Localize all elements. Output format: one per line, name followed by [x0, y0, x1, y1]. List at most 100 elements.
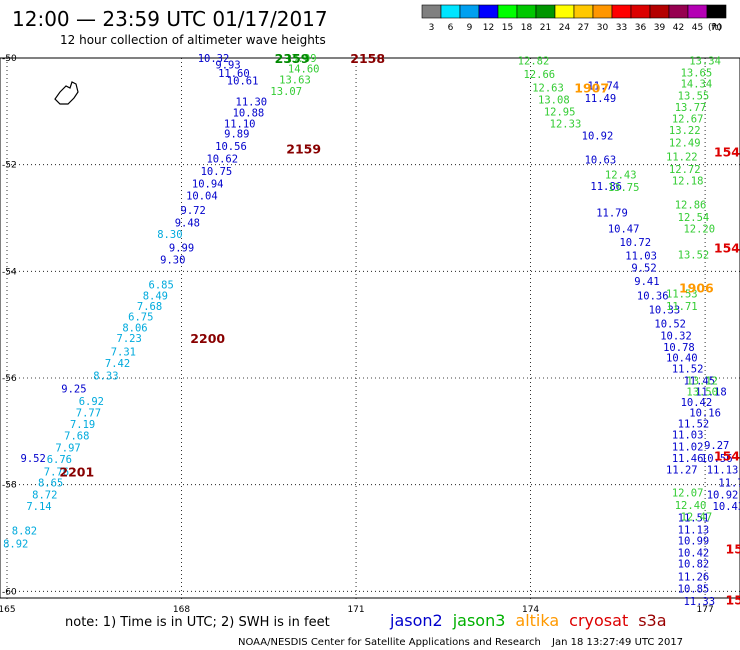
y-tick-label: -54 [2, 267, 17, 277]
data-point-jason2: 11.03 [672, 430, 704, 442]
satellite-label: altika [515, 611, 559, 630]
data-point-jason2: 9.93 [215, 59, 240, 71]
data-point-jason2-light: 8.92 [3, 538, 28, 550]
axes: 165 168 171 174 177 -50 -52 -54 -56 -58 -60 [0, 54, 714, 615]
data-point-jason2: 11.49 [585, 93, 617, 105]
legend-swatch [649, 4, 670, 19]
data-point-jason2: 10.47 [608, 224, 640, 236]
data-point-jason2: 10.32 [198, 53, 230, 65]
data-point-jason3: 12.66 [523, 69, 555, 81]
data-point-jason3: 12.40 [675, 500, 707, 512]
data-point-jason2: 10.63 [585, 154, 617, 166]
satellite-label: cryosat [569, 611, 628, 630]
data-point-jason2: 9.30 [160, 255, 185, 267]
data-point-jason2: 11.13 [707, 465, 739, 477]
data-point-jason2: 10.78 [663, 342, 695, 354]
data-point-jason2-light: 8.65 [38, 478, 63, 490]
data-point-jason2-light: 7.42 [105, 358, 130, 370]
data-point-jason2-light: 8.49 [143, 290, 168, 302]
satellite-label: jason2 [389, 611, 443, 630]
data-point-jason2: 9.27 [704, 440, 729, 452]
data-point-jason2-light: 8.82 [12, 526, 37, 538]
data-point-jason2: 11.26 [678, 571, 710, 583]
legend-label: 27 [578, 23, 589, 33]
time-labels: 2359 2158 2159 2200 2201 1907 1542 1542 1906 1541… [59, 51, 740, 607]
satellite-legend: jason2 jason3 altika cryosat s3a [389, 611, 667, 630]
legend-swatch [497, 4, 518, 19]
x-tick-label: 174 [522, 605, 539, 615]
data-point-jason2: 10.62 [206, 153, 238, 165]
legend-swatch [516, 4, 537, 19]
data-point-jason2: 9.25 [61, 384, 86, 396]
data-point-jason3: 11.53 [666, 289, 698, 301]
data-point-jason2: 11.27 [666, 465, 698, 477]
legend-swatch [459, 4, 480, 19]
legend-label: 36 [635, 23, 647, 33]
legend-swatch [592, 4, 613, 19]
data-point-jason3: 12.47 [681, 512, 713, 524]
data-point-jason2: 11.52 [678, 418, 710, 430]
legend-label: 39 [654, 23, 666, 33]
time-label: 1907 [574, 80, 609, 95]
data-point-jason2: 10.82 [678, 559, 710, 571]
data-point-jason2: 9.99 [169, 242, 194, 254]
legend-unit: (ft) [708, 23, 722, 33]
data-point-jason3: 13.52 [678, 249, 710, 261]
data-point-jason3: 11.71 [666, 301, 698, 313]
data-point-jason2: 11.51 [678, 513, 710, 525]
data-point-jason2: 11.79 [596, 208, 628, 220]
data-point-jason2-light: 7.68 [64, 431, 89, 443]
data-point-jason3: 13.12 [686, 376, 718, 388]
legend-swatch [554, 4, 575, 19]
data-point-jason3: 14.60 [288, 64, 320, 76]
data-point-jason2: 10.16 [689, 408, 721, 420]
data-point-jason2-light: 8.30 [157, 229, 182, 241]
data-point-jason2: 11.86 [590, 181, 622, 193]
legend-swatch [611, 4, 632, 19]
data-point-jason2: 11.18 [695, 386, 727, 398]
data-point-jason2-light: 7.14 [26, 501, 51, 513]
data-point-jason2-light: 7.77 [76, 408, 101, 420]
data-point-jason2: 9.41 [634, 276, 659, 288]
legend-label: 70 [711, 23, 723, 33]
legend-swatch [687, 4, 708, 19]
data-point-jason2: 10.36 [637, 290, 669, 302]
legend-label: 21 [540, 23, 551, 33]
time-label: 1542 [714, 240, 740, 255]
legend-swatch [630, 4, 651, 19]
time-label: 1540 [726, 592, 740, 607]
x-tick-label: 165 [0, 605, 16, 615]
legend-label: 42 [673, 23, 684, 33]
legend-label: 6 [448, 23, 454, 33]
legend-swatch [706, 4, 727, 19]
data-point-jason2-light: 8.06 [122, 322, 147, 334]
data-point-jason2: 9.52 [21, 453, 46, 465]
y-tick-label: -58 [2, 481, 17, 491]
data-point-jason2-light: 7.23 [117, 333, 142, 345]
satellite-label: s3a [638, 611, 666, 630]
data-point-jason2: 10.94 [192, 178, 224, 190]
data-point-jason3: 12.72 [669, 164, 701, 176]
x-tick-label: 168 [173, 605, 190, 615]
data-point-jason2: 11.52 [672, 363, 704, 375]
footnote: note: 1) Time is in UTC; 2) SWH is in fe… [65, 615, 330, 630]
data-point-jason2: 10.72 [619, 237, 651, 249]
data-point-jason3: 12.07 [672, 488, 704, 500]
data-point-jason2: 10.32 [660, 330, 692, 342]
data-point-jason2: 11.60 [218, 68, 250, 80]
data-point-jason2: 10.75 [201, 166, 233, 178]
legend-swatch [421, 4, 442, 19]
data-point-jason3: 13.08 [538, 95, 570, 107]
data-point-jason3: 12.54 [678, 212, 710, 224]
data-point-jason2: 11.03 [625, 250, 657, 262]
data-point-jason2: 9.89 [224, 129, 249, 141]
data-point-jason2-light: 6.76 [47, 454, 72, 466]
data-point-jason2: 10.99 [678, 536, 710, 548]
data-point-jason2-light: 7.68 [137, 301, 162, 313]
data-point-jason2: 11.02 [672, 441, 704, 453]
data-point-jason2: 11.33 [683, 596, 715, 608]
data-point-jason2-light: 7.19 [70, 419, 95, 431]
data-point-jason2: 11.10 [224, 119, 256, 131]
y-tick-label: -56 [2, 374, 17, 384]
data-point-jason2-light: 8.72 [32, 489, 57, 501]
